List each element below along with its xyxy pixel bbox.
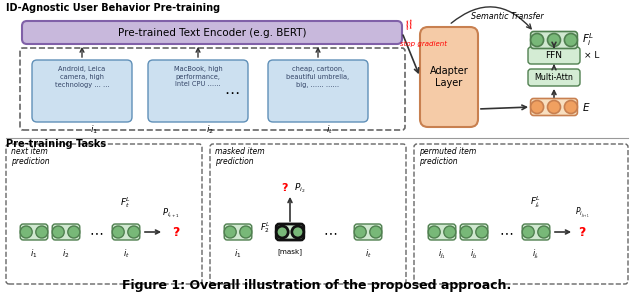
- Circle shape: [128, 226, 140, 238]
- Circle shape: [531, 34, 543, 47]
- FancyBboxPatch shape: [22, 21, 402, 44]
- Text: //: //: [404, 19, 413, 31]
- Text: [mask]: [mask]: [278, 248, 302, 255]
- Text: $E$: $E$: [582, 101, 590, 113]
- Circle shape: [68, 226, 80, 238]
- FancyBboxPatch shape: [420, 27, 478, 127]
- Text: Figure 1: Overall illustration of the proposed approach.: Figure 1: Overall illustration of the pr…: [122, 279, 512, 292]
- FancyBboxPatch shape: [531, 98, 578, 115]
- Circle shape: [224, 226, 236, 238]
- Circle shape: [548, 34, 560, 47]
- Text: $F_2^L$: $F_2^L$: [259, 220, 270, 236]
- Text: $i_t$: $i_t$: [122, 248, 129, 261]
- Text: × L: × L: [584, 51, 599, 60]
- Circle shape: [460, 226, 472, 238]
- Circle shape: [112, 226, 124, 238]
- Text: next item
prediction: next item prediction: [11, 147, 49, 166]
- Text: $F_t^L$: $F_t^L$: [120, 195, 131, 210]
- Text: Pre-training Tasks: Pre-training Tasks: [6, 139, 106, 149]
- FancyBboxPatch shape: [224, 224, 252, 240]
- Text: Android, Leica
camera, high
technology … …: Android, Leica camera, high technology ……: [55, 66, 109, 88]
- Text: Semantic Transfer: Semantic Transfer: [470, 12, 543, 21]
- Circle shape: [36, 226, 48, 238]
- Text: $i_{j_2}$: $i_{j_2}$: [470, 248, 478, 261]
- FancyBboxPatch shape: [112, 224, 140, 240]
- Text: $i_1$: $i_1$: [235, 248, 242, 261]
- FancyBboxPatch shape: [268, 60, 368, 122]
- Text: cheap, cartoon,
beautiful umbrella,
big, …… ……: cheap, cartoon, beautiful umbrella, big,…: [287, 66, 349, 88]
- FancyBboxPatch shape: [32, 60, 132, 122]
- Text: $i_1$: $i_1$: [90, 124, 98, 137]
- FancyBboxPatch shape: [276, 224, 304, 240]
- FancyBboxPatch shape: [522, 224, 550, 240]
- Text: ?: ?: [172, 226, 179, 239]
- Text: ?: ?: [281, 183, 287, 193]
- Text: $i_2$: $i_2$: [206, 124, 214, 137]
- Text: ID-Agnostic User Behavior Pre-training: ID-Agnostic User Behavior Pre-training: [6, 3, 220, 13]
- FancyBboxPatch shape: [52, 224, 80, 240]
- Circle shape: [564, 34, 578, 47]
- FancyBboxPatch shape: [528, 69, 580, 86]
- Text: Adapter
Layer: Adapter Layer: [430, 66, 469, 88]
- FancyBboxPatch shape: [528, 47, 580, 64]
- FancyBboxPatch shape: [20, 224, 48, 240]
- Text: $i_2$: $i_2$: [62, 248, 70, 261]
- Text: MacBook, high
performance,
Intel CPU ……: MacBook, high performance, Intel CPU ……: [174, 66, 223, 88]
- Text: stop gradient: stop gradient: [399, 40, 446, 47]
- FancyBboxPatch shape: [460, 224, 488, 240]
- Text: FFN: FFN: [545, 51, 562, 60]
- Text: $i_t$: $i_t$: [365, 248, 372, 261]
- Text: $\cdots$: $\cdots$: [224, 83, 240, 98]
- Circle shape: [444, 226, 456, 238]
- Circle shape: [522, 226, 534, 238]
- Text: ?: ?: [578, 226, 586, 239]
- Circle shape: [531, 101, 543, 114]
- Text: Multi-Attn: Multi-Attn: [534, 73, 573, 82]
- Circle shape: [428, 226, 440, 238]
- Text: $i_1$: $i_1$: [30, 248, 38, 261]
- Text: $i_{j_1}$: $i_{j_1}$: [438, 248, 446, 261]
- Text: $F_i^L$: $F_i^L$: [582, 32, 594, 48]
- Text: $\cdots$: $\cdots$: [323, 225, 337, 239]
- Text: Pre-trained Text Encoder (e.g. BERT): Pre-trained Text Encoder (e.g. BERT): [118, 27, 306, 37]
- Text: $P_{i_2}$: $P_{i_2}$: [294, 181, 306, 195]
- Text: masked item
prediction: masked item prediction: [215, 147, 264, 166]
- Circle shape: [354, 226, 366, 238]
- FancyBboxPatch shape: [148, 60, 248, 122]
- FancyBboxPatch shape: [354, 224, 382, 240]
- Circle shape: [276, 226, 288, 238]
- Text: $F_{j_t}^L$: $F_{j_t}^L$: [531, 194, 541, 210]
- Text: $P_{i_{t+1}}$: $P_{i_{t+1}}$: [162, 207, 180, 220]
- Circle shape: [20, 226, 32, 238]
- Circle shape: [370, 226, 382, 238]
- FancyBboxPatch shape: [428, 224, 456, 240]
- Text: $i_{j_t}$: $i_{j_t}$: [533, 248, 540, 261]
- Circle shape: [240, 226, 252, 238]
- FancyBboxPatch shape: [531, 31, 578, 49]
- Circle shape: [292, 226, 304, 238]
- Text: $\cdots$: $\cdots$: [89, 225, 103, 239]
- Circle shape: [564, 101, 578, 114]
- Circle shape: [52, 226, 64, 238]
- Circle shape: [476, 226, 488, 238]
- Circle shape: [548, 101, 560, 114]
- Text: $i_t$: $i_t$: [326, 124, 333, 137]
- Text: $P_{i_{j_{t+1}}}$: $P_{i_{j_{t+1}}}$: [574, 205, 590, 220]
- Text: $\cdots$: $\cdots$: [499, 225, 513, 239]
- Circle shape: [538, 226, 550, 238]
- Text: permuted item
prediction: permuted item prediction: [419, 147, 476, 166]
